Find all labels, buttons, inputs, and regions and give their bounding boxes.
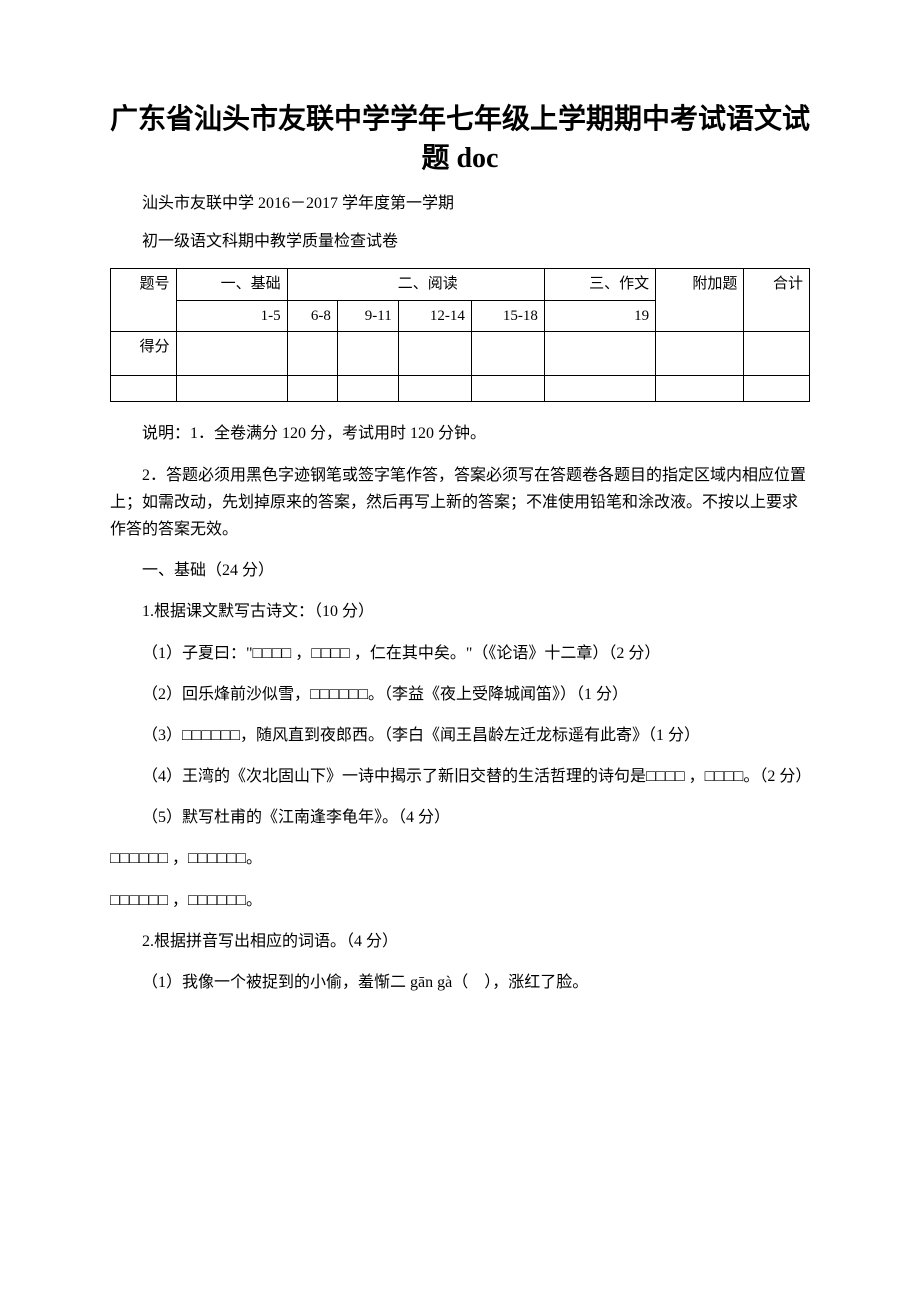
table-cell-total: 合计 (744, 269, 810, 332)
header-line-2: 初一级语文科期中教学质量检查试卷 (110, 230, 810, 254)
table-cell-empty (337, 376, 398, 402)
table-cell-empty (287, 332, 337, 376)
q1-title: 1.根据课文默写古诗文：（10 分） (110, 598, 810, 625)
table-cell-range5: 15-18 (471, 300, 544, 332)
table-cell-extra: 附加题 (656, 269, 744, 332)
q1-5: （5）默写杜甫的《江南逢李龟年》。（4 分） (110, 804, 810, 831)
table-cell-range6: 19 (544, 300, 655, 332)
table-cell-empty (656, 332, 744, 376)
table-cell-empty (471, 332, 544, 376)
table-cell-section3: 三、作文 (544, 269, 655, 301)
score-table: 题号 一、基础 二、阅读 三、作文 附加题 合计 1-5 6-8 9-11 12… (110, 268, 810, 402)
table-cell-empty (398, 376, 471, 402)
table-cell-empty (176, 332, 287, 376)
document-title: 广东省汕头市友联中学学年七年级上学期期中考试语文试题 doc (110, 100, 810, 178)
instruction-1: 说明：1．全卷满分 120 分，考试用时 120 分钟。 (110, 420, 810, 447)
table-cell-empty (744, 376, 810, 402)
section-1-title: 一、基础（24 分） (110, 557, 810, 584)
q2-1: （1）我像一个被捉到的小偷，羞惭二 gān gà（ ），涨红了脸。 (110, 969, 810, 996)
table-cell-range4: 12-14 (398, 300, 471, 332)
q2-title: 2.根据拼音写出相应的词语。（4 分） (110, 928, 810, 955)
table-cell-empty (656, 376, 744, 402)
q1-5-line2: □□□□□□ ，□□□□□□。 (110, 887, 810, 914)
table-cell-range2: 6-8 (287, 300, 337, 332)
table-cell-label-number: 题号 (111, 269, 177, 332)
table-cell-range3: 9-11 (337, 300, 398, 332)
q1-3: （3）□□□□□□，随风直到夜郎西。（李白《闻王昌龄左迁龙标遥有此寄》（1 分） (110, 722, 810, 749)
table-cell-section2: 二、阅读 (287, 269, 544, 301)
q1-1: （1）子夏曰："□□□□ ，□□□□ ，仁在其中矣。"（《论语》十二章）（2 分… (110, 640, 810, 667)
table-cell-empty (111, 376, 177, 402)
q1-2: （2）回乐烽前沙似雪，□□□□□□。（李益《夜上受降城闻笛》）（1 分） (110, 681, 810, 708)
instruction-2: 2．答题必须用黑色字迹钢笔或签字笔作答，答案必须写在答题卷各题目的指定区域内相应… (110, 462, 810, 544)
table-cell-empty (471, 376, 544, 402)
table-cell-empty (544, 332, 655, 376)
table-cell-empty (398, 332, 471, 376)
table-cell-empty (337, 332, 398, 376)
table-cell-empty (544, 376, 655, 402)
table-cell-empty (744, 332, 810, 376)
table-cell-score-label: 得分 (111, 332, 177, 376)
table-cell-section1: 一、基础 (176, 269, 287, 301)
q1-5-line1: □□□□□□ ，□□□□□□。 (110, 845, 810, 872)
q1-4: （4）王湾的《次北固山下》一诗中揭示了新旧交替的生活哲理的诗句是□□□□ ，□□… (110, 763, 810, 790)
table-cell-empty (287, 376, 337, 402)
table-cell-range1: 1-5 (176, 300, 287, 332)
header-line-1: 汕头市友联中学 2016－2017 学年度第一学期 (110, 192, 810, 216)
table-cell-empty (176, 376, 287, 402)
